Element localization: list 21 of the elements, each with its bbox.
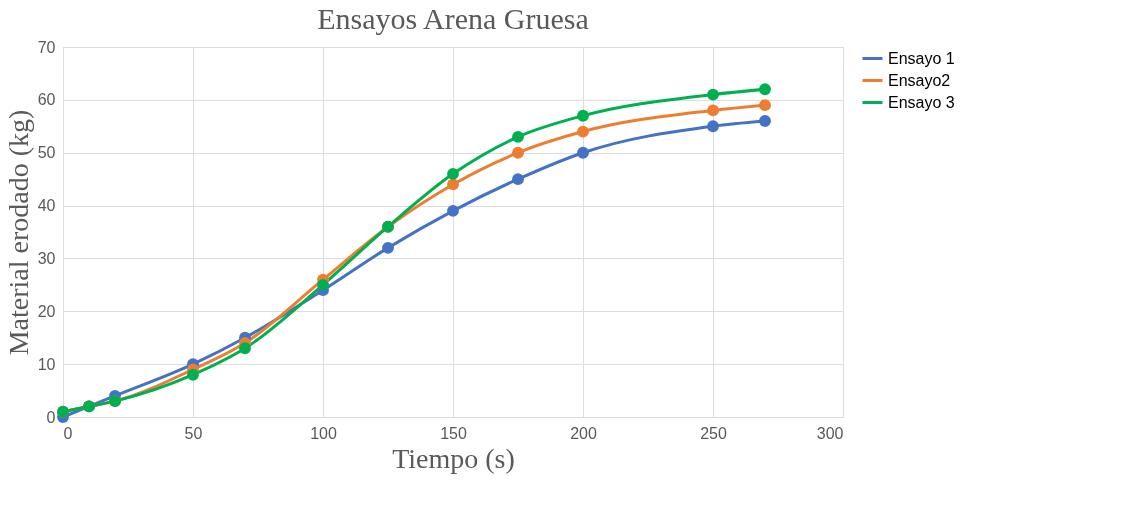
y-tick-label: 0 [46,408,56,426]
x-tick-label: 150 [440,424,467,442]
x-tick-label: 300 [816,424,844,442]
x-tick-label: 100 [310,424,337,442]
y-tick-label: 40 [37,197,56,215]
y-tick-label: 30 [37,249,56,267]
x-axis-title: Tiempo (s) [392,442,515,474]
legend-label: Ensayo2 [888,71,951,89]
x-tick-label: 0 [63,424,73,442]
y-tick-label: 50 [37,144,56,162]
y-tick-label: 10 [37,355,56,373]
y-tick-label: 70 [37,38,56,56]
x-tick-label: 200 [570,424,597,442]
legend-label: Ensayo 1 [888,49,955,67]
chart-title: Ensayos Arena Gruesa [317,2,589,35]
legend-label: Ensayo 3 [888,93,955,111]
x-tick-label: 50 [184,424,203,442]
y-tick-label: 60 [37,91,56,109]
y-tick-label: 20 [37,302,56,320]
x-tick-label: 250 [700,424,727,442]
y-axis-title: Material erodado (kg) [2,109,34,356]
